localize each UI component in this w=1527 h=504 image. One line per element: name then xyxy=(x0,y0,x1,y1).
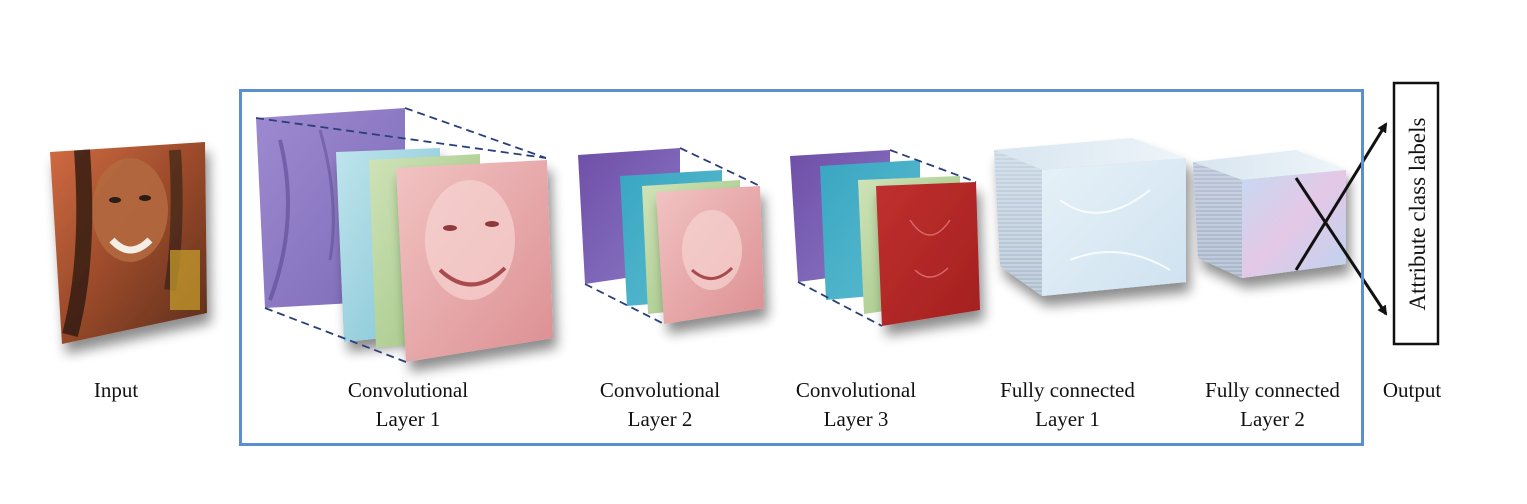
label-conv2-line2: Layer 2 xyxy=(627,407,693,431)
label-fc2-line1: Fully connected xyxy=(1205,378,1340,402)
arrow-down xyxy=(1294,177,1388,316)
label-output-text: Output xyxy=(1382,378,1442,402)
output-box xyxy=(1392,81,1440,346)
conv2-edge-top xyxy=(679,147,761,187)
label-input: Input xyxy=(76,376,156,405)
arrow-up xyxy=(1294,122,1388,271)
label-input-text: Input xyxy=(93,378,139,402)
label-conv1-line1: Convolutional xyxy=(347,378,469,402)
conv3-edge-top xyxy=(889,149,977,183)
label-conv3-line2: Layer 3 xyxy=(823,407,889,431)
conv1-edge-top xyxy=(255,117,547,159)
label-fc2: Fully connected Layer 2 xyxy=(1185,376,1360,434)
label-fc1-line1: Fully connected xyxy=(1000,378,1135,402)
label-conv1: Convolutional Layer 1 xyxy=(328,376,488,434)
conv3-edge-bottom xyxy=(797,281,883,327)
label-conv3-line1: Convolutional xyxy=(795,378,917,402)
label-conv1-line2: Layer 1 xyxy=(375,407,441,431)
label-fc1-line2: Layer 1 xyxy=(1035,407,1100,431)
conv2-edge-bottom xyxy=(584,283,665,325)
label-fc1: Fully connected Layer 1 xyxy=(980,376,1155,434)
output-arrows xyxy=(1294,122,1388,316)
label-conv2: Convolutional Layer 2 xyxy=(580,376,740,434)
label-output: Output xyxy=(1370,376,1454,405)
conv-layer-1 xyxy=(255,107,553,363)
fc-layer-1-block xyxy=(994,138,1186,296)
label-conv2-line1: Convolutional xyxy=(599,378,721,402)
conv-layer-3 xyxy=(790,149,980,327)
input-image xyxy=(50,142,207,344)
conv1-edge-top2 xyxy=(404,107,547,159)
network-frame xyxy=(239,89,1364,446)
label-fc2-line2: Layer 2 xyxy=(1240,407,1305,431)
output-box-label: Attribute class labels xyxy=(1405,118,1430,311)
label-conv3: Convolutional Layer 3 xyxy=(776,376,936,434)
fc-layer-2-block xyxy=(1193,150,1346,278)
conv-layer-2 xyxy=(578,147,764,325)
conv3-map-red xyxy=(876,182,980,326)
